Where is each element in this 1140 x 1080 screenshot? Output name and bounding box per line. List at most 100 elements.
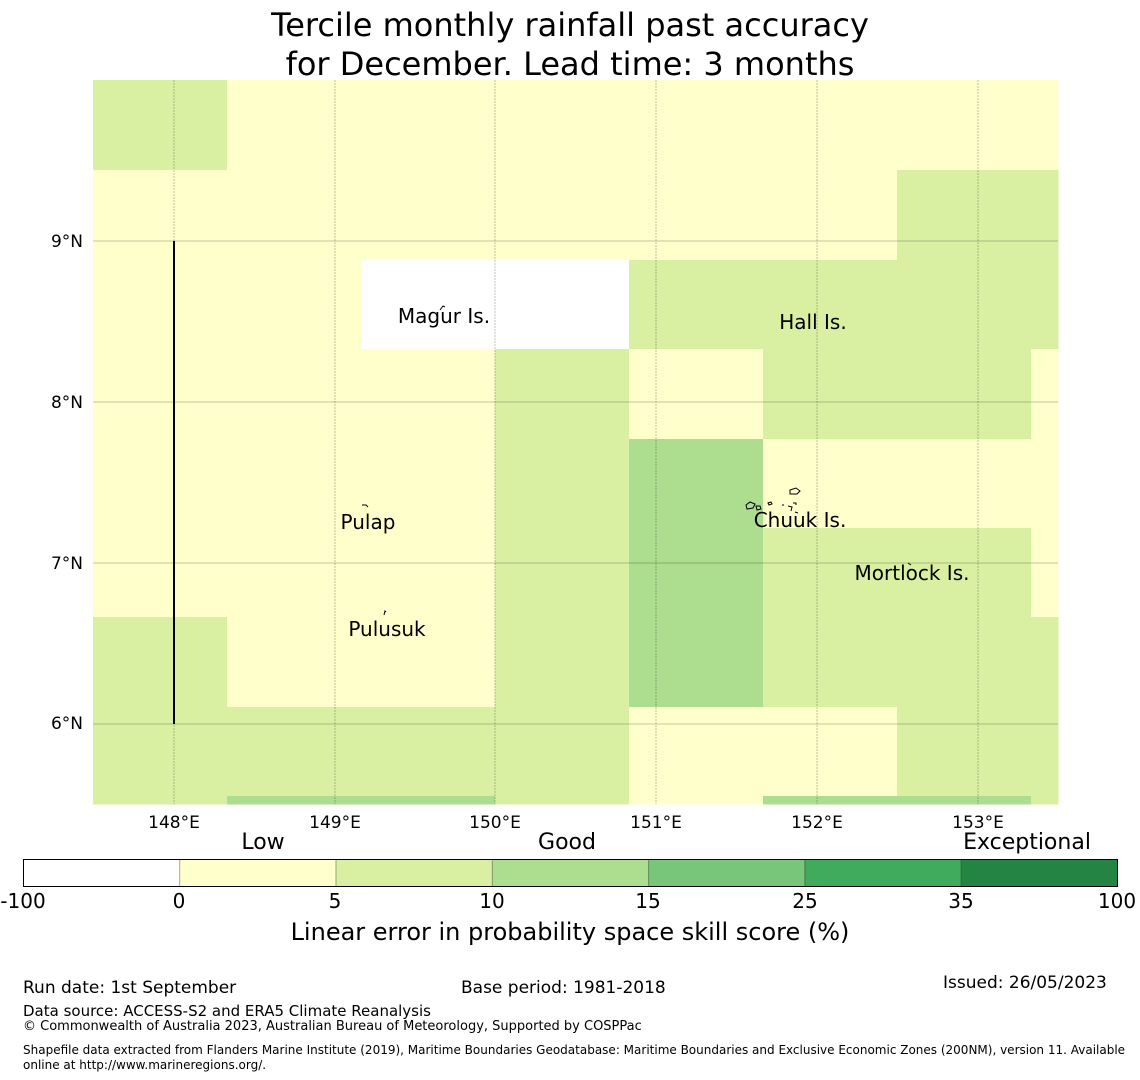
skill-cell <box>763 170 898 261</box>
colorbar <box>23 859 1119 887</box>
skill-cell <box>93 349 228 440</box>
skill-cell <box>227 617 362 708</box>
skill-cell <box>495 80 630 171</box>
colorbar-tick-10: 10 <box>479 889 505 913</box>
skill-cell <box>227 349 362 440</box>
skill-cell <box>361 170 496 261</box>
skill-cell <box>897 528 1032 618</box>
skill-cell <box>763 439 898 529</box>
colorbar-tick-100: 100 <box>1097 889 1137 913</box>
skill-cell <box>495 349 630 440</box>
place-label-magur: Magur Is. <box>398 304 490 328</box>
copyright-notice: © Commonwealth of Australia 2023, Austra… <box>23 1019 642 1034</box>
skill-cell <box>361 260 496 350</box>
colorbar-category-low: Low <box>241 830 285 855</box>
skill-cell <box>93 617 228 708</box>
place-label-chuuk: Chuuk Is. <box>754 508 847 532</box>
x-tick-153: 153°E <box>952 813 1004 833</box>
chart-title-line1: Tercile monthly rainfall past accuracy <box>271 6 869 44</box>
place-label-hall: Hall Is. <box>779 310 846 334</box>
pulusuk-island-shape <box>383 610 387 616</box>
run-date: Run date: 1st September <box>23 978 237 998</box>
skill-cell <box>361 707 496 797</box>
skill-cell <box>93 528 228 618</box>
y-tick-6n: 6°N <box>51 714 83 734</box>
colorbar-tick-35: 35 <box>948 889 974 913</box>
skill-cell <box>227 528 362 618</box>
skill-cell <box>227 80 362 171</box>
skill-cell <box>93 170 228 261</box>
skill-cell <box>629 707 764 797</box>
skill-cell <box>1031 796 1059 805</box>
x-tick-148: 148°E <box>148 813 200 833</box>
skill-cell <box>227 260 362 350</box>
colorbar-tick-0: 0 <box>172 889 186 913</box>
skill-cell <box>93 80 228 171</box>
colorbar-segment <box>648 859 806 887</box>
skill-cell <box>629 170 764 261</box>
skill-cell <box>361 617 496 708</box>
issued-date: Issued: 26/05/2023 <box>943 973 1107 993</box>
skill-cell <box>495 617 630 708</box>
chart-title-line2: for December. Lead time: 3 months <box>285 45 855 83</box>
x-tick-150: 150°E <box>469 813 521 833</box>
y-tick-8n: 8°N <box>51 393 83 413</box>
mortlock-island-shape <box>907 562 912 566</box>
colorbar-category-good: Good <box>538 830 596 855</box>
skill-cell <box>495 528 630 618</box>
skill-cell <box>1031 349 1059 440</box>
colorbar-segment <box>179 859 337 887</box>
skill-cell <box>227 796 362 805</box>
skill-cell <box>897 796 1032 805</box>
place-label-pulap: Pulap <box>341 510 396 534</box>
skill-cell <box>897 439 1032 529</box>
skill-cell <box>1031 439 1059 529</box>
colorbar-frame <box>23 859 1118 887</box>
data-source: Data source: ACCESS-S2 and ERA5 Climate … <box>23 1002 431 1020</box>
y-tick-7n: 7°N <box>51 554 83 574</box>
skill-cell <box>227 707 362 797</box>
skill-cell <box>629 528 764 618</box>
skill-cell <box>897 170 1032 261</box>
shapefile-credit-line1: Shapefile data extracted from Flanders M… <box>23 1043 1126 1057</box>
skill-cell <box>897 260 1032 350</box>
colorbar-tick-25: 25 <box>792 889 818 913</box>
y-tick-9n: 9°N <box>51 232 83 252</box>
skill-cell <box>763 80 898 171</box>
colorbar-segment <box>23 859 181 887</box>
skill-cell <box>763 349 898 440</box>
x-tick-149: 149°E <box>309 813 361 833</box>
skill-cell <box>495 439 630 529</box>
skill-cell <box>361 349 496 440</box>
colorbar-segment <box>804 859 962 887</box>
skill-map: 148°E 149°E 150°E 151°E 152°E 153°E 9°N … <box>51 80 1059 833</box>
skill-cell <box>495 796 630 805</box>
skill-grid-cells <box>93 80 1059 805</box>
chuuk-island-shapes <box>745 487 801 514</box>
colorbar-segments <box>23 859 1119 887</box>
colorbar-tick-5: 5 <box>328 889 342 913</box>
skill-cell <box>629 439 764 529</box>
skill-cell <box>763 796 898 805</box>
x-tick-151: 151°E <box>630 813 682 833</box>
colorbar-segment <box>335 859 493 887</box>
skill-cell <box>1031 80 1059 171</box>
skill-cell <box>763 707 898 797</box>
skill-cell <box>227 170 362 261</box>
skill-cell <box>629 80 764 171</box>
skill-cell <box>495 260 630 350</box>
skill-cell <box>227 439 362 529</box>
place-label-mortlock: Mortlock Is. <box>855 561 970 585</box>
colorbar-title: Linear error in probability space skill … <box>290 918 850 946</box>
skill-cell <box>763 617 898 708</box>
skill-cell <box>629 260 764 350</box>
skill-cell <box>93 707 228 797</box>
colorbar-category-exceptional: Exceptional <box>963 830 1091 855</box>
skill-cell <box>1031 170 1059 261</box>
place-label-pulusuk: Pulusuk <box>348 617 426 641</box>
skill-cell <box>1031 260 1059 350</box>
skill-cell <box>361 439 496 529</box>
colorbar-tick-15: 15 <box>635 889 661 913</box>
skill-cell <box>495 707 630 797</box>
skill-cell <box>93 439 228 529</box>
